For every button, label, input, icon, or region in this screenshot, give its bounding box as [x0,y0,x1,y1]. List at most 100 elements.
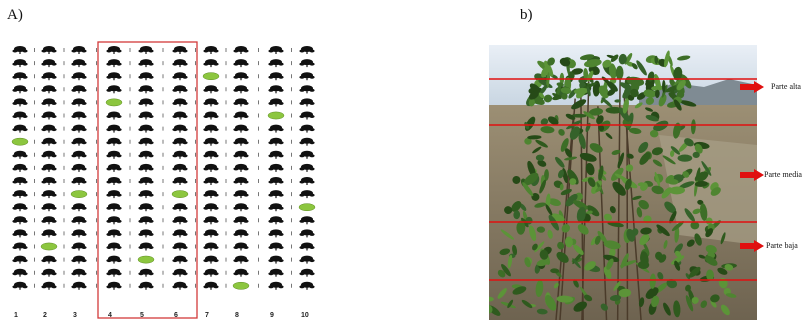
plant-icon [268,268,284,277]
plant-icon [172,203,188,212]
column-label: 2 [43,312,47,319]
plant-icon [12,111,28,120]
column-label: 5 [140,312,144,319]
plant-icon [138,137,154,146]
plant-icon [203,177,219,185]
stratum-label: Parte baja [766,241,798,250]
plant-icon [268,177,284,185]
plant-icon [203,124,219,133]
plant-icon [138,242,154,251]
plant-icon [299,46,315,54]
plant-icon [41,281,57,290]
plant-icon [12,98,28,107]
plant-icon [203,98,219,107]
plant-icon [233,216,249,225]
plant-icon [172,268,188,277]
plant-icon [41,150,57,159]
plant-icon [106,229,122,238]
plant-icon [233,150,249,159]
plant-icon [41,85,57,94]
plant-icon [268,255,284,264]
plant-icon [41,216,57,225]
plant-icon [138,124,154,133]
highlight-box [97,41,198,319]
plant-icon [12,59,28,68]
plant-icon [299,229,315,238]
plant-icon [12,177,28,185]
plant-icon [106,72,122,81]
column-label: 3 [73,312,77,319]
plant-icon [299,85,315,94]
sampled-plant [171,190,189,198]
plant-icon [138,72,154,81]
plant-icon [106,255,122,264]
column-label: 10 [301,312,309,319]
plant-icon [203,216,219,225]
plant-icon [233,268,249,277]
plant-icon [172,85,188,94]
plant-icon [299,124,315,133]
plant-icon [71,98,87,107]
plant-icon [138,150,154,159]
plant-icon [138,229,154,238]
plant-icon [172,255,188,264]
plant-icon [12,203,28,212]
column-label: 9 [270,312,274,319]
sampled-plant [267,111,285,120]
plant-icon [299,216,315,225]
plant-icon [299,137,315,146]
plant-icon [233,124,249,133]
plant-icon [203,46,219,54]
plant-icon [203,150,219,159]
plant-icon [12,72,28,81]
column-label: 6 [174,312,178,319]
stratum-label: Parte alta [771,82,801,91]
plant-icon [268,72,284,81]
plant-icon [41,163,57,172]
plant-icon [71,59,87,68]
plant-icon [203,229,219,238]
plant-icon [41,72,57,81]
plant-icon [138,59,154,68]
plant-icon [71,72,87,81]
plant-icon [233,203,249,212]
plant-icon [12,190,28,199]
plant-icon [203,268,219,277]
plant-icon [71,111,87,120]
plant-icon [71,163,87,172]
plant-icon [268,137,284,146]
plant-icon [299,98,315,107]
plant-icon [268,203,284,212]
plant-icon [268,281,284,290]
column-label: 4 [108,312,112,319]
plant-icon [106,177,122,185]
plant-icon [203,242,219,251]
plant-icon [12,46,28,54]
stratum-arrow-icon [740,81,764,93]
plant-icon [203,85,219,94]
sampled-plant [11,137,29,146]
plant-icon [12,268,28,277]
plant-icon [41,190,57,199]
stratum-label: Parte media [764,170,802,179]
plant-icon [106,85,122,94]
plant-icon [41,203,57,212]
column-label: 8 [235,312,239,319]
plant-icon [172,98,188,107]
plant-icon [233,72,249,81]
plant-icon [203,203,219,212]
plant-icon [203,190,219,199]
sampled-plant [105,98,123,107]
plant-icon [138,98,154,107]
plant-icon [233,98,249,107]
plant-icon [71,268,87,277]
panel-b-label: b) [520,7,533,23]
plant-icon [233,85,249,94]
plant-icon [41,124,57,133]
plant-icon [12,85,28,94]
plant-icon [233,59,249,68]
plant-icon [299,281,315,290]
plant-icon [268,124,284,133]
plant-icon [172,124,188,133]
panel-a-label: A) [7,7,23,23]
